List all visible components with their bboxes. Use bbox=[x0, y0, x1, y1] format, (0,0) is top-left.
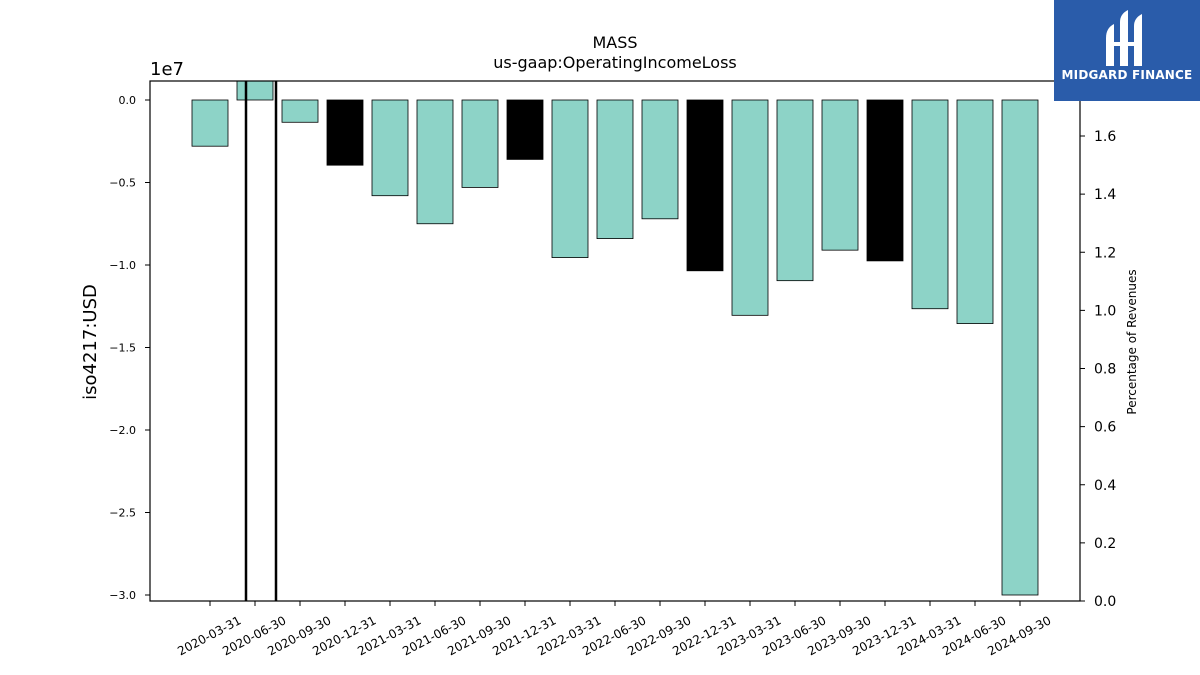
bars-group bbox=[191, 80, 1039, 601]
bar-2023-09-30 bbox=[821, 99, 859, 251]
y2-tick-label: 0.2 bbox=[1094, 536, 1116, 552]
bar-2021-09-30 bbox=[461, 99, 499, 188]
plot-frame bbox=[149, 80, 1081, 602]
bar-2024-09-30 bbox=[1001, 99, 1039, 596]
x-axis: 2020-03-312020-06-302020-09-302020-12-31… bbox=[175, 601, 1053, 658]
y-axis-label: iso4217:USD bbox=[80, 284, 101, 400]
bar-2023-12-31 bbox=[866, 99, 904, 262]
y2-tick-label: 1.6 bbox=[1094, 129, 1116, 145]
bar-2021-12-31 bbox=[506, 99, 544, 160]
y-axis: 0.0 −0.5 −1.0 −1.5 −2.0 −2.5 −3.0 bbox=[109, 94, 150, 602]
midgard-logo-icon bbox=[1106, 10, 1142, 66]
chart-title: MASS bbox=[592, 33, 637, 52]
bar-2022-03-31 bbox=[551, 99, 589, 258]
y2-tick-label: 1.2 bbox=[1094, 245, 1116, 261]
bar-2023-03-31 bbox=[731, 99, 769, 316]
bar-2024-06-30 bbox=[956, 99, 994, 324]
y2-tick-label: 1.0 bbox=[1094, 303, 1116, 319]
bar-2021-03-31 bbox=[371, 99, 409, 197]
bar-2022-12-31 bbox=[686, 99, 724, 272]
y-offset-label: 1e7 bbox=[150, 59, 184, 80]
y2-tick-label: 0.4 bbox=[1094, 478, 1116, 494]
chart-subtitle: us-gaap:OperatingIncomeLoss bbox=[493, 53, 737, 72]
y-tick-label: −3.0 bbox=[109, 589, 136, 602]
bar-2020-06-30 bbox=[236, 80, 274, 101]
y-tick-label: −2.0 bbox=[109, 424, 136, 437]
y2-axis: 0.0 0.2 0.4 0.6 0.8 1.0 1.2 1.4 1.6 bbox=[1080, 129, 1116, 610]
brand-logo: MIDGARD FINANCE bbox=[1054, 0, 1200, 101]
y2-tick-label: 0.0 bbox=[1094, 594, 1116, 610]
y-tick-label: −1.0 bbox=[109, 259, 136, 272]
bar-2024-03-31 bbox=[911, 99, 949, 310]
y-tick-label: −1.5 bbox=[109, 342, 136, 355]
y2-tick-label: 0.6 bbox=[1094, 420, 1116, 436]
bar-2022-09-30 bbox=[641, 99, 679, 220]
bar-2021-06-30 bbox=[416, 99, 454, 225]
bar-2020-09-30 bbox=[281, 99, 319, 123]
bar-2022-06-30 bbox=[596, 99, 634, 240]
bar-2020-03-31 bbox=[191, 99, 229, 147]
bar-2023-06-30 bbox=[776, 99, 814, 282]
y-tick-label: −2.5 bbox=[109, 507, 136, 520]
bar-2020-12-31 bbox=[326, 99, 364, 166]
y-tick-label: 0.0 bbox=[119, 94, 137, 107]
brand-name: MIDGARD FINANCE bbox=[1061, 68, 1193, 82]
y-tick-label: −0.5 bbox=[109, 177, 136, 190]
y2-tick-label: 1.4 bbox=[1094, 187, 1116, 203]
y2-tick-label: 0.8 bbox=[1094, 362, 1116, 378]
y2-axis-label: Percentage of Revenues bbox=[1125, 269, 1139, 414]
